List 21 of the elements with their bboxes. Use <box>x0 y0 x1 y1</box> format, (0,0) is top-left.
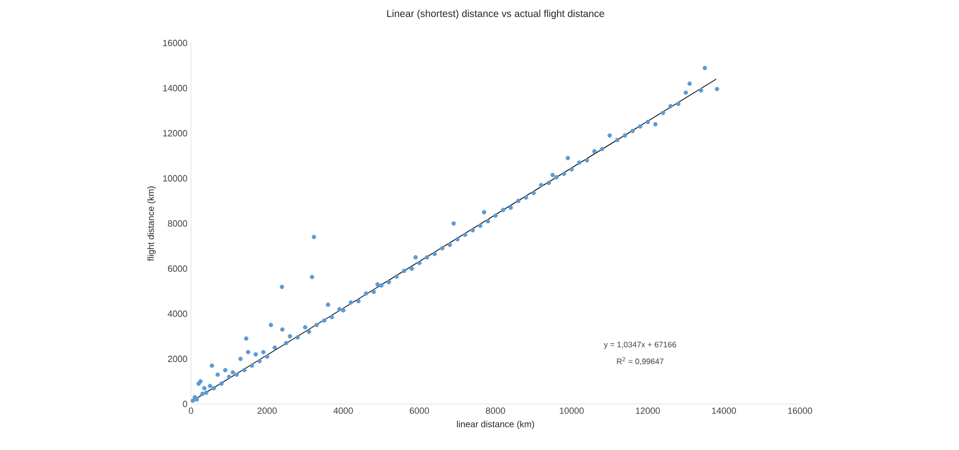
chart-title: Linear (shortest) distance vs actual flight distance <box>387 10 604 20</box>
x-tick-label: 14000 <box>712 408 736 414</box>
y-tick-label: 6000 <box>168 265 188 272</box>
y-axis-title: flight distance (km) <box>147 186 156 261</box>
x-tick-label: 8000 <box>486 408 506 414</box>
y-tick-label: 4000 <box>168 310 188 317</box>
x-axis-title: linear distance (km) <box>457 420 534 430</box>
y-tick-label: 8000 <box>168 220 188 227</box>
x-tick-label: 4000 <box>333 408 353 414</box>
y-tick-label: 16000 <box>163 40 188 46</box>
x-tick-label: 0 <box>188 408 194 414</box>
y-tick-label: 0 <box>182 400 188 408</box>
x-tick-label: 2000 <box>258 408 277 414</box>
y-tick-label: 14000 <box>163 84 188 92</box>
x-tick-label: 6000 <box>410 408 430 414</box>
y-tick-label: 12000 <box>163 130 188 136</box>
x-tick-label: 12000 <box>636 408 660 414</box>
x-tick-label: 10000 <box>560 408 584 414</box>
x-tick-label: 16000 <box>788 408 812 414</box>
y-tick-label: 10000 <box>163 175 188 182</box>
y-tick-label: 2000 <box>168 356 188 362</box>
